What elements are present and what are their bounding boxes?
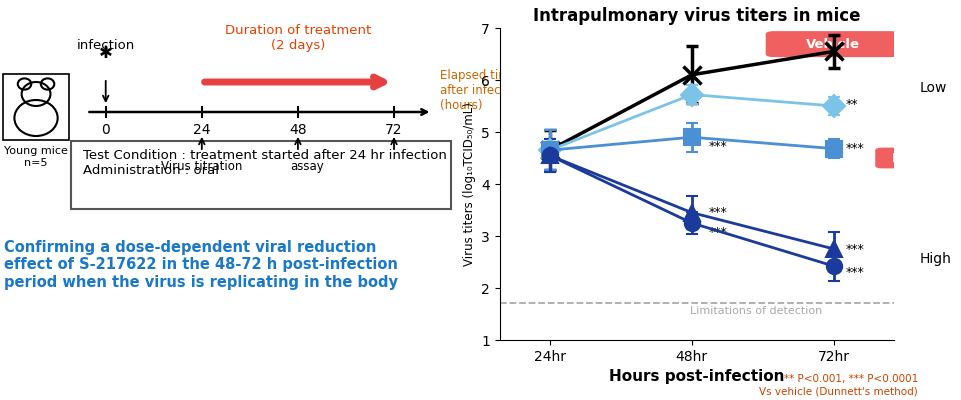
X-axis label: Hours post-infection: Hours post-infection [609, 369, 784, 384]
Text: 72: 72 [385, 123, 403, 137]
Text: 0: 0 [101, 123, 111, 137]
Text: ✱: ✱ [99, 44, 112, 62]
Text: Vehicle: Vehicle [805, 38, 859, 51]
Title: Intrapulmonary virus titers in mice: Intrapulmonary virus titers in mice [533, 7, 860, 25]
Text: Duration of treatment
(2 days): Duration of treatment (2 days) [225, 24, 371, 52]
Text: ** P<0.001, *** P<0.0001
Vs vehicle (Dunnett's method): ** P<0.001, *** P<0.0001 Vs vehicle (Dun… [759, 374, 918, 396]
Text: infection: infection [77, 39, 135, 52]
FancyBboxPatch shape [875, 148, 944, 168]
Text: ***: *** [846, 242, 864, 256]
Text: ***: *** [846, 142, 864, 155]
Text: **: ** [846, 98, 858, 112]
Text: Test Condition : treatment started after 24 hr infection
Administration : oral: Test Condition : treatment started after… [84, 149, 447, 177]
Y-axis label: Virus titers (log₁₀TCID₅₀/mL): Virus titers (log₁₀TCID₅₀/mL) [462, 102, 476, 266]
Text: 24: 24 [193, 123, 210, 137]
Text: assay: assay [290, 160, 325, 173]
Text: High: High [920, 252, 951, 266]
FancyBboxPatch shape [766, 31, 899, 57]
Text: Elapsed time
after infection
(hours): Elapsed time after infection (hours) [440, 68, 523, 112]
Text: ***: *** [709, 140, 727, 153]
Text: ***: *** [846, 266, 864, 279]
Text: Virus titration: Virus titration [161, 160, 242, 173]
Text: Limitations of detection: Limitations of detection [690, 306, 823, 316]
Text: Low: Low [920, 81, 947, 95]
Text: Young mice
n=5: Young mice n=5 [4, 146, 68, 168]
Text: ***: *** [709, 226, 727, 239]
Text: ***: *** [709, 206, 727, 219]
Text: Dose: Dose [892, 152, 926, 164]
Text: Confirming a dose-dependent viral reduction
effect of S-217622 in the 48-72 h po: Confirming a dose-dependent viral reduct… [4, 240, 398, 290]
Text: 48: 48 [289, 123, 307, 137]
